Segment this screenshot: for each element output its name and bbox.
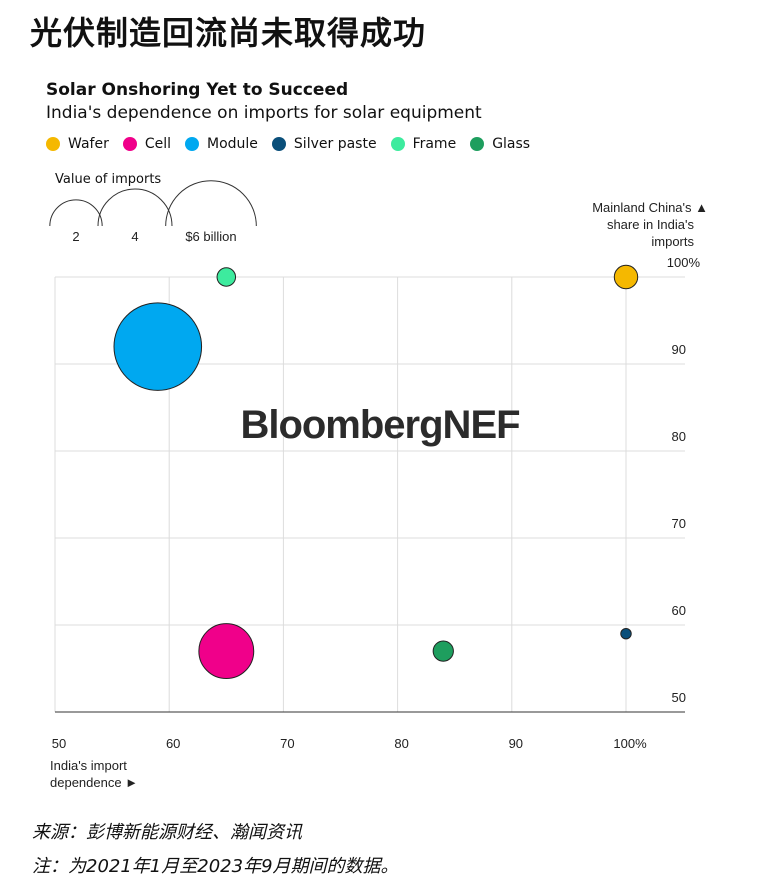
x-tick-label: 90 [509, 736, 523, 751]
size-legend-arc [97, 188, 173, 227]
legend-label-frame: Frame [412, 136, 457, 152]
legend-item-module: Module [185, 136, 258, 152]
legend-label-wafer: Wafer [68, 136, 109, 152]
headline: 光伏制造回流尚未取得成功 [30, 14, 427, 52]
size-legend-arc [165, 180, 257, 227]
footer-source: 来源：彭博新能源财经、瀚闻资讯 [32, 822, 302, 843]
size-legend-label: 4 [131, 229, 138, 244]
legend: Wafer Cell Module Silver paste Frame Gla… [46, 136, 544, 152]
chart-subtitle: India's dependence on imports for solar … [46, 103, 482, 123]
legend-label-glass: Glass [492, 136, 531, 152]
y-tick-label: 90 [672, 342, 686, 357]
x-tick-label: 80 [394, 736, 408, 751]
y-tick-label: 100% [667, 255, 701, 270]
legend-swatch-silver-paste [271, 137, 286, 151]
legend-item-cell: Cell [122, 136, 171, 152]
legend-swatch-module [185, 137, 199, 151]
footer-note: 注：为2021年1月至2023年9月期间的数据。 [32, 856, 399, 877]
x-tick-label: 50 [52, 736, 66, 751]
x-tick-label: 60 [166, 736, 180, 751]
y-tick-label: 60 [672, 603, 686, 618]
x-tick-label: 100% [613, 736, 647, 751]
size-legend-label: 2 [72, 229, 79, 244]
bubble-glass [432, 640, 454, 662]
legend-item-frame: Frame [390, 136, 457, 152]
bloombergnef-watermark: BloombergNEF [240, 403, 519, 447]
chart-title: Solar Onshoring Yet to Succeed [46, 80, 349, 100]
legend-item-silver-paste: Silver paste [271, 136, 377, 152]
legend-swatch-glass [470, 137, 485, 151]
legend-item-wafer: Wafer [46, 136, 109, 152]
x-axis-label: India's import dependence ► [50, 758, 138, 790]
y-tick-label: 70 [672, 516, 686, 531]
legend-label-module: Module [207, 136, 258, 152]
size-legend-label: $6 billion [185, 229, 236, 244]
x-tick-label: 70 [280, 736, 294, 751]
legend-item-glass: Glass [470, 136, 530, 152]
bubble-wafer [613, 264, 639, 290]
bubble-module [113, 302, 203, 391]
y-tick-label: 80 [672, 429, 686, 444]
bubble-silver-paste [620, 627, 632, 640]
y-tick-label: 50 [672, 690, 686, 705]
size-legend-arc [49, 199, 103, 227]
bubble-cell [198, 623, 255, 680]
legend-label-silver-paste: Silver paste [293, 136, 377, 152]
legend-label-cell: Cell [144, 136, 171, 152]
legend-swatch-wafer [46, 137, 60, 151]
legend-swatch-frame [390, 137, 405, 151]
y-axis-label: Mainland China's ▲ share in India's import… [592, 200, 708, 249]
legend-swatch-cell [122, 137, 137, 151]
size-legend-title: Value of imports [55, 172, 162, 187]
bubble-frame [216, 267, 237, 287]
